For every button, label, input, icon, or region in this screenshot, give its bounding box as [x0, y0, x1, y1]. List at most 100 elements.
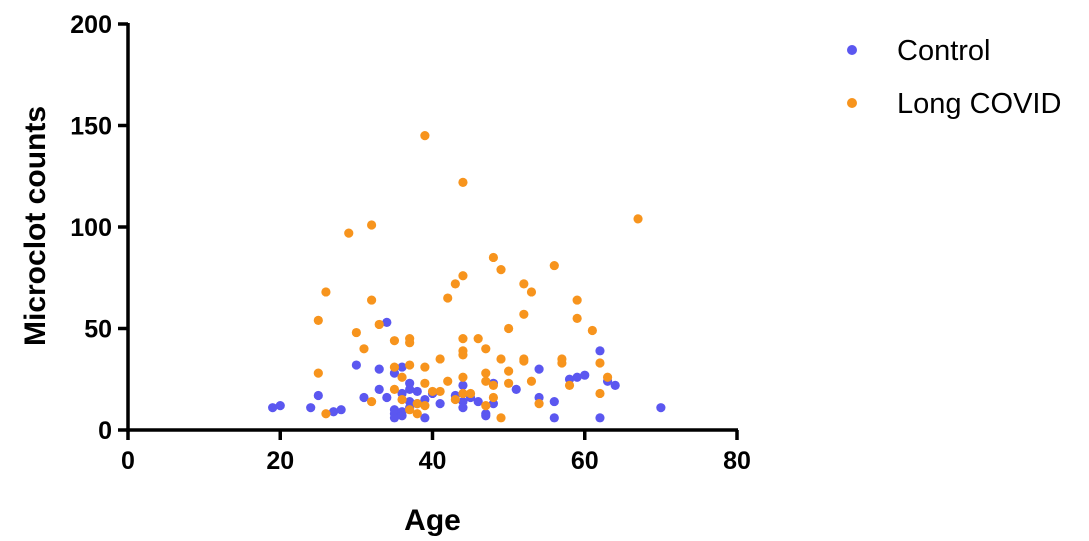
control-point-24: [412, 386, 422, 397]
control-point-10: [382, 317, 392, 328]
long-covid-point-2: [321, 287, 331, 297]
long-covid-point-14: [397, 394, 407, 405]
control-point-15: [389, 405, 400, 415]
long-covid-point-58: [519, 356, 529, 366]
long-covid-point-7: [367, 220, 377, 230]
long-covid-point-69: [595, 358, 605, 368]
long-covid-point-39: [458, 388, 468, 399]
ticks: 0 20 40 60 80 0 50 100 150 200: [70, 11, 751, 475]
long-covid-point-61: [534, 399, 544, 409]
long-covid-point-53: [504, 366, 514, 376]
long-covid-point-10: [374, 319, 384, 330]
control-point-5: [336, 405, 346, 415]
legend-marker-control: [847, 45, 857, 55]
long-covid-point-32: [450, 394, 460, 405]
legend-label-control: Control: [897, 35, 991, 67]
control-point-13: [389, 413, 400, 423]
long-covid-point-42: [481, 344, 491, 354]
control-point-23: [405, 384, 415, 394]
long-covid-point-26: [427, 386, 438, 397]
control-point-43: [549, 413, 559, 423]
long-covid-point-20: [412, 409, 422, 419]
control-point-2: [306, 403, 316, 413]
long-covid-point-9: [367, 396, 377, 407]
long-covid-point-24: [420, 378, 430, 388]
long-covid-point-23: [420, 362, 430, 372]
x-tick-label-80: 80: [723, 447, 751, 475]
control-point-41: [534, 364, 544, 374]
long-covid-point-52: [504, 323, 514, 334]
x-tick-label-40: 40: [419, 447, 447, 475]
long-covid-point-0: [313, 315, 323, 325]
long-covid-point-6: [359, 344, 369, 354]
long-covid-point-43: [481, 368, 491, 378]
long-covid-point-71: [602, 372, 613, 382]
control-point-31: [458, 380, 468, 390]
y-tick-label-100: 100: [70, 214, 112, 242]
legend-marker-long-covid: [847, 98, 857, 108]
long-covid-point-51: [496, 413, 506, 423]
control-point-44: [549, 396, 559, 407]
control-point-47: [580, 370, 590, 380]
long-covid-point-25: [420, 401, 430, 411]
long-covid-point-38: [458, 372, 468, 382]
long-covid-point-50: [496, 354, 506, 364]
control-point-9: [374, 384, 384, 394]
long-covid-point-5: [351, 327, 361, 338]
long-covid-point-34: [458, 271, 468, 281]
long-covid-point-54: [504, 378, 514, 388]
control-point-37: [481, 411, 491, 421]
control-point-51: [610, 380, 620, 390]
long-covid-point-66: [572, 295, 582, 305]
x-tick-label-0: 0: [121, 447, 135, 475]
long-covid-point-45: [481, 401, 491, 411]
long-covid-point-35: [458, 334, 468, 344]
control-point-35: [473, 396, 483, 407]
control-point-52: [656, 403, 666, 413]
long-covid-point-15: [397, 372, 407, 382]
long-covid-point-46: [488, 252, 498, 263]
x-tick-label-20: 20: [266, 447, 294, 475]
control-point-3: [313, 390, 323, 401]
long-covid-point-4: [344, 228, 354, 238]
long-covid-point-72: [633, 214, 643, 224]
control-point-19: [397, 411, 407, 421]
long-covid-point-19: [405, 405, 415, 415]
long-covid-point-22: [420, 131, 430, 141]
long-covid-point-68: [587, 325, 597, 336]
y-axis-title: Microclot counts: [19, 106, 52, 346]
control-point-6: [351, 360, 361, 370]
long-covid-point-47: [488, 392, 498, 403]
long-covid-point-48: [488, 380, 498, 390]
long-covid-point-12: [389, 384, 400, 394]
axes: [126, 23, 738, 432]
control-point-8: [374, 364, 384, 374]
long-covid-point-44: [481, 376, 491, 386]
long-covid-point-33: [458, 177, 468, 187]
control-point-49: [595, 413, 605, 423]
control-point-4: [328, 407, 339, 417]
control-point-48: [595, 346, 605, 356]
long-covid-point-65: [564, 380, 575, 390]
long-covid-point-60: [526, 376, 537, 386]
y-tick-label-50: 50: [84, 316, 112, 344]
long-covid-point-11: [389, 362, 400, 372]
control-point-11: [382, 392, 392, 403]
long-covid-point-37: [458, 350, 468, 360]
long-covid-point-13: [389, 336, 400, 346]
long-covid-point-56: [519, 309, 529, 319]
long-covid-point-17: [405, 338, 415, 348]
long-covid-point-27: [435, 354, 445, 364]
legend: Control Long COVID: [847, 35, 1061, 120]
long-covid-point-21: [412, 399, 422, 409]
long-covid-point-1: [313, 368, 323, 378]
control-point-0: [268, 403, 278, 413]
long-covid-point-30: [443, 376, 453, 386]
control-point-40: [511, 384, 521, 394]
long-covid-point-8: [367, 295, 377, 305]
control-point-17: [397, 362, 407, 372]
control-point-29: [435, 399, 445, 409]
y-tick-label-0: 0: [98, 417, 112, 445]
long-covid-point-55: [519, 279, 529, 289]
